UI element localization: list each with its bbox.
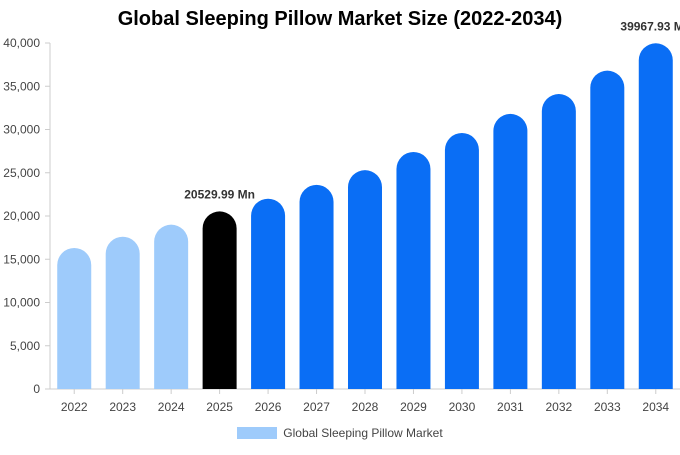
- x-tick-label-2029: 2029: [400, 400, 427, 414]
- bar-2026: [251, 198, 286, 389]
- y-tick-label: 40,000: [3, 36, 40, 50]
- bar-2031: [493, 113, 528, 389]
- y-tick-label: 20,000: [3, 209, 40, 223]
- x-tick-label-2027: 2027: [303, 400, 330, 414]
- bar-2032: [541, 94, 576, 389]
- x-tick-label-2028: 2028: [352, 400, 379, 414]
- bar-2028: [348, 170, 382, 389]
- bar-2022: [57, 248, 92, 389]
- x-tick-label-2022: 2022: [61, 400, 88, 414]
- x-tick-label-2023: 2023: [109, 400, 136, 414]
- bar-2027: [299, 184, 334, 389]
- y-tick-label: 10,000: [3, 296, 40, 310]
- x-tick-label-2025: 2025: [206, 400, 233, 414]
- data-label-2034: 39967.93 Mn: [620, 19, 680, 33]
- x-tick-label-2032: 2032: [545, 400, 572, 414]
- bar-2023: [105, 236, 140, 389]
- bar-2029: [396, 151, 431, 389]
- y-tick-label: 5,000: [10, 339, 40, 353]
- y-tick-label: 25,000: [3, 166, 40, 180]
- data-label-2025: 20529.99 Mn: [184, 187, 255, 201]
- y-tick-label: 35,000: [3, 79, 40, 93]
- chart-title: Global Sleeping Pillow Market Size (2022…: [117, 8, 563, 30]
- legend: Global Sleeping Pillow Market: [0, 426, 680, 440]
- y-tick-label: 15,000: [3, 252, 40, 266]
- y-tick-label: 0: [33, 382, 40, 396]
- x-tick-label-2026: 2026: [255, 400, 282, 414]
- bar-2033: [590, 70, 625, 390]
- bar-2025: [202, 211, 237, 389]
- bar-2024: [154, 224, 189, 389]
- legend-label: Global Sleeping Pillow Market: [283, 426, 443, 440]
- x-tick-label-2031: 2031: [497, 400, 524, 414]
- bar-2034: [638, 43, 673, 389]
- y-tick-label: 30,000: [3, 123, 40, 137]
- x-tick-label-2034: 2034: [642, 400, 669, 414]
- x-tick-label-2024: 2024: [158, 400, 185, 414]
- bar-2030: [444, 132, 479, 389]
- x-tick-label-2033: 2033: [594, 400, 621, 414]
- x-tick-label-2030: 2030: [449, 400, 476, 414]
- legend-swatch: [237, 427, 278, 439]
